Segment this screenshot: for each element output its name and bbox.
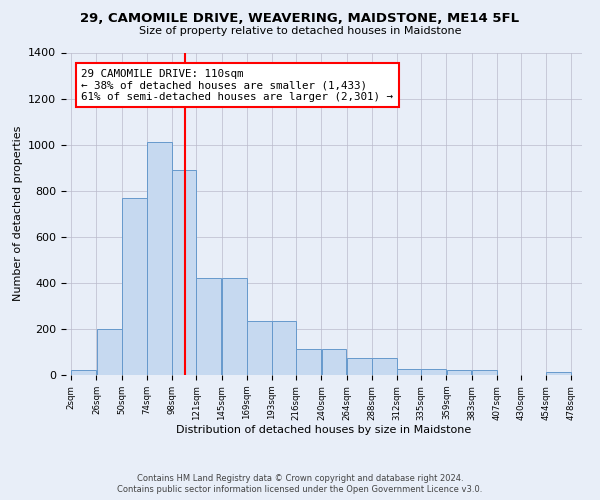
Text: 29, CAMOMILE DRIVE, WEAVERING, MAIDSTONE, ME14 5FL: 29, CAMOMILE DRIVE, WEAVERING, MAIDSTONE…	[80, 12, 520, 26]
X-axis label: Distribution of detached houses by size in Maidstone: Distribution of detached houses by size …	[176, 425, 472, 435]
Bar	[421, 369, 446, 375]
Text: Contains HM Land Registry data © Crown copyright and database right 2024.
Contai: Contains HM Land Registry data © Crown c…	[118, 474, 482, 494]
Bar	[147, 142, 172, 375]
Bar	[247, 321, 272, 375]
Text: 29 CAMOMILE DRIVE: 110sqm
← 38% of detached houses are smaller (1,433)
61% of se: 29 CAMOMILE DRIVE: 110sqm ← 38% of detac…	[82, 68, 394, 102]
Bar	[296, 348, 321, 375]
Bar	[472, 370, 497, 375]
Text: Size of property relative to detached houses in Maidstone: Size of property relative to detached ho…	[139, 26, 461, 36]
Bar	[322, 348, 346, 375]
Bar	[272, 321, 296, 375]
Bar	[196, 278, 221, 375]
Bar	[97, 329, 122, 375]
Y-axis label: Number of detached properties: Number of detached properties	[13, 126, 23, 302]
Bar	[221, 278, 247, 375]
Bar	[71, 370, 97, 375]
Bar	[347, 358, 371, 375]
Bar	[122, 198, 147, 375]
Bar	[172, 170, 196, 375]
Bar	[372, 358, 397, 375]
Bar	[446, 370, 472, 375]
Bar	[547, 372, 571, 375]
Bar	[397, 369, 421, 375]
